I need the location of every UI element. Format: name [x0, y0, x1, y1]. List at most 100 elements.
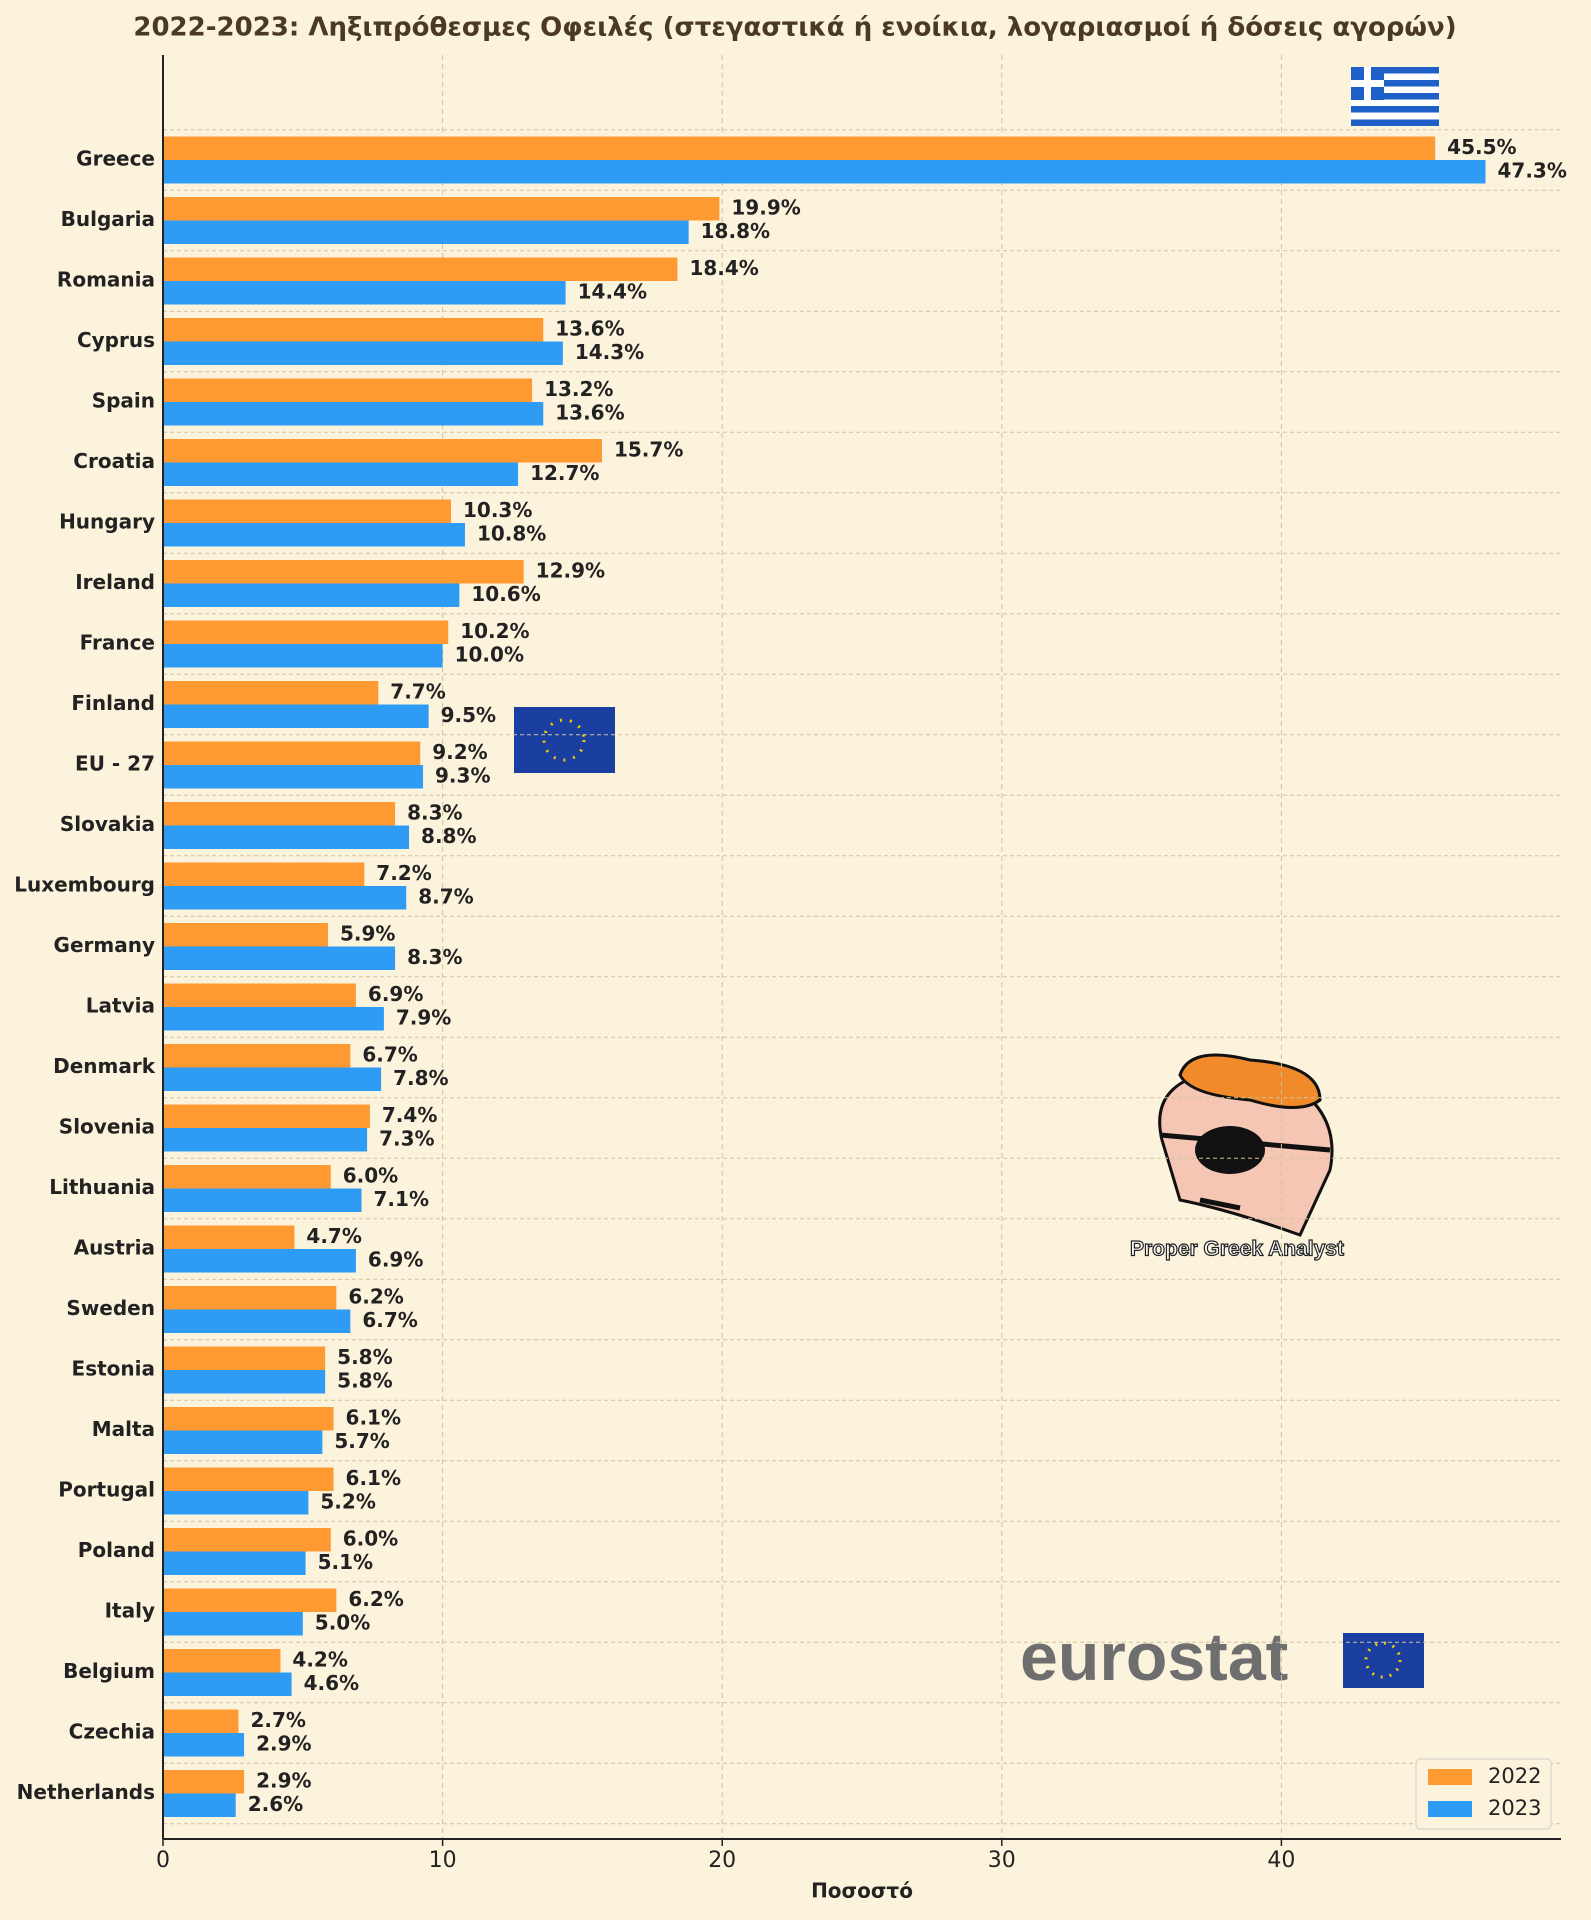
bar: [163, 1370, 326, 1394]
value-label: 6.9%: [368, 982, 423, 1006]
bar: [163, 1128, 368, 1152]
value-label: 6.1%: [346, 1405, 401, 1429]
bar: [163, 644, 443, 668]
value-label: 6.2%: [348, 1587, 403, 1611]
value-label: 12.7%: [530, 461, 599, 485]
bar: [163, 402, 544, 426]
bar: [163, 1770, 245, 1794]
bar: [163, 1067, 382, 1091]
value-label: 9.3%: [435, 763, 490, 787]
y-tick-label: Italy: [105, 1599, 155, 1623]
y-tick-label: Denmark: [53, 1054, 156, 1078]
value-label: 7.9%: [396, 1005, 451, 1029]
bar: [163, 1286, 337, 1310]
eu-flag: [514, 707, 615, 773]
bar: [163, 1165, 331, 1189]
value-label: 10.3%: [463, 498, 532, 522]
bar: [163, 160, 1486, 184]
y-tick-label: Germany: [54, 933, 155, 957]
y-tick-label: Slovakia: [60, 812, 155, 836]
y-tick-label: Netherlands: [17, 1780, 155, 1804]
value-label: 13.2%: [544, 377, 613, 401]
y-tick-label: Luxembourg: [14, 873, 155, 897]
value-label: 6.7%: [362, 1308, 417, 1332]
y-tick-label: France: [80, 631, 155, 655]
value-label: 7.1%: [374, 1187, 429, 1211]
bar: [163, 862, 365, 886]
bar: [163, 1430, 323, 1454]
value-label: 12.9%: [536, 558, 605, 582]
value-label: 6.7%: [362, 1042, 417, 1066]
bar: [163, 220, 689, 244]
value-label: 5.9%: [340, 921, 395, 945]
value-label: 9.5%: [441, 703, 496, 727]
value-label: 5.0%: [315, 1610, 370, 1634]
x-tick-label: 40: [1267, 1848, 1295, 1873]
value-label: 18.4%: [689, 256, 758, 280]
bar: [163, 1007, 384, 1031]
bar: [163, 1612, 303, 1636]
y-tick-label: Latvia: [86, 994, 155, 1018]
value-label: 5.1%: [318, 1550, 373, 1574]
bar: [163, 983, 356, 1007]
bar: [163, 946, 396, 970]
value-label: 8.7%: [418, 884, 473, 908]
y-tick-label: Greece: [76, 147, 155, 171]
value-label: 18.8%: [701, 219, 770, 243]
y-tick-label: Malta: [92, 1417, 155, 1441]
value-label: 7.3%: [379, 1126, 434, 1150]
y-tick-label: Slovenia: [59, 1115, 155, 1139]
value-label: 8.3%: [407, 800, 462, 824]
value-label: 2.7%: [250, 1708, 305, 1732]
value-label: 14.3%: [575, 340, 644, 364]
value-label: 6.0%: [343, 1163, 398, 1187]
x-tick-label: 20: [708, 1848, 736, 1873]
cartoon-logo: [1158, 1053, 1334, 1237]
y-tick-label: Lithuania: [49, 1175, 155, 1199]
bar: [163, 318, 544, 342]
legend-label: 2022: [1488, 1764, 1541, 1788]
value-label: 10.2%: [460, 619, 529, 643]
value-label: 10.0%: [455, 642, 524, 666]
bar: [163, 681, 379, 705]
chart-title: 2022-2023: Ληξιπρόθεσμες Οφειλές (στεγασ…: [133, 13, 1456, 43]
value-label: 7.8%: [393, 1066, 448, 1090]
bar: [163, 741, 421, 765]
bar: [163, 257, 678, 281]
greek-flag: [1351, 67, 1439, 126]
bar: [163, 704, 429, 728]
y-tick-label: Portugal: [58, 1478, 155, 1502]
bar: [163, 583, 460, 607]
bar: [163, 1104, 370, 1128]
value-label: 7.4%: [382, 1103, 437, 1127]
bar: [163, 620, 449, 644]
y-tick-label: Finland: [71, 691, 155, 715]
value-label: 5.8%: [337, 1368, 392, 1392]
bar: [163, 886, 407, 910]
y-tick-label: Romania: [57, 268, 155, 292]
value-label: 19.9%: [731, 195, 800, 219]
value-label: 15.7%: [614, 437, 683, 461]
bar: [163, 923, 328, 947]
x-tick-label: 10: [429, 1848, 457, 1873]
bar: [163, 523, 465, 547]
bar: [163, 1249, 356, 1273]
bar: [163, 1528, 331, 1552]
eurostat-logo-text: eurostat: [1020, 1619, 1288, 1695]
y-tick-label: Ireland: [75, 570, 155, 594]
bar: [163, 825, 410, 849]
value-label: 4.6%: [304, 1671, 359, 1695]
y-tick-label: Cyprus: [77, 328, 155, 352]
legend-label: 2023: [1488, 1796, 1541, 1820]
value-label: 4.2%: [292, 1647, 347, 1671]
value-label: 8.8%: [421, 824, 476, 848]
bar: [163, 1309, 351, 1333]
bar: [163, 462, 519, 486]
bar: [163, 1346, 326, 1370]
value-label: 2.6%: [248, 1792, 303, 1816]
value-label: 7.7%: [390, 679, 445, 703]
value-label: 6.1%: [346, 1466, 401, 1490]
x-axis-label: Ποσοστό: [811, 1879, 913, 1903]
x-tick-label: 30: [988, 1848, 1016, 1873]
